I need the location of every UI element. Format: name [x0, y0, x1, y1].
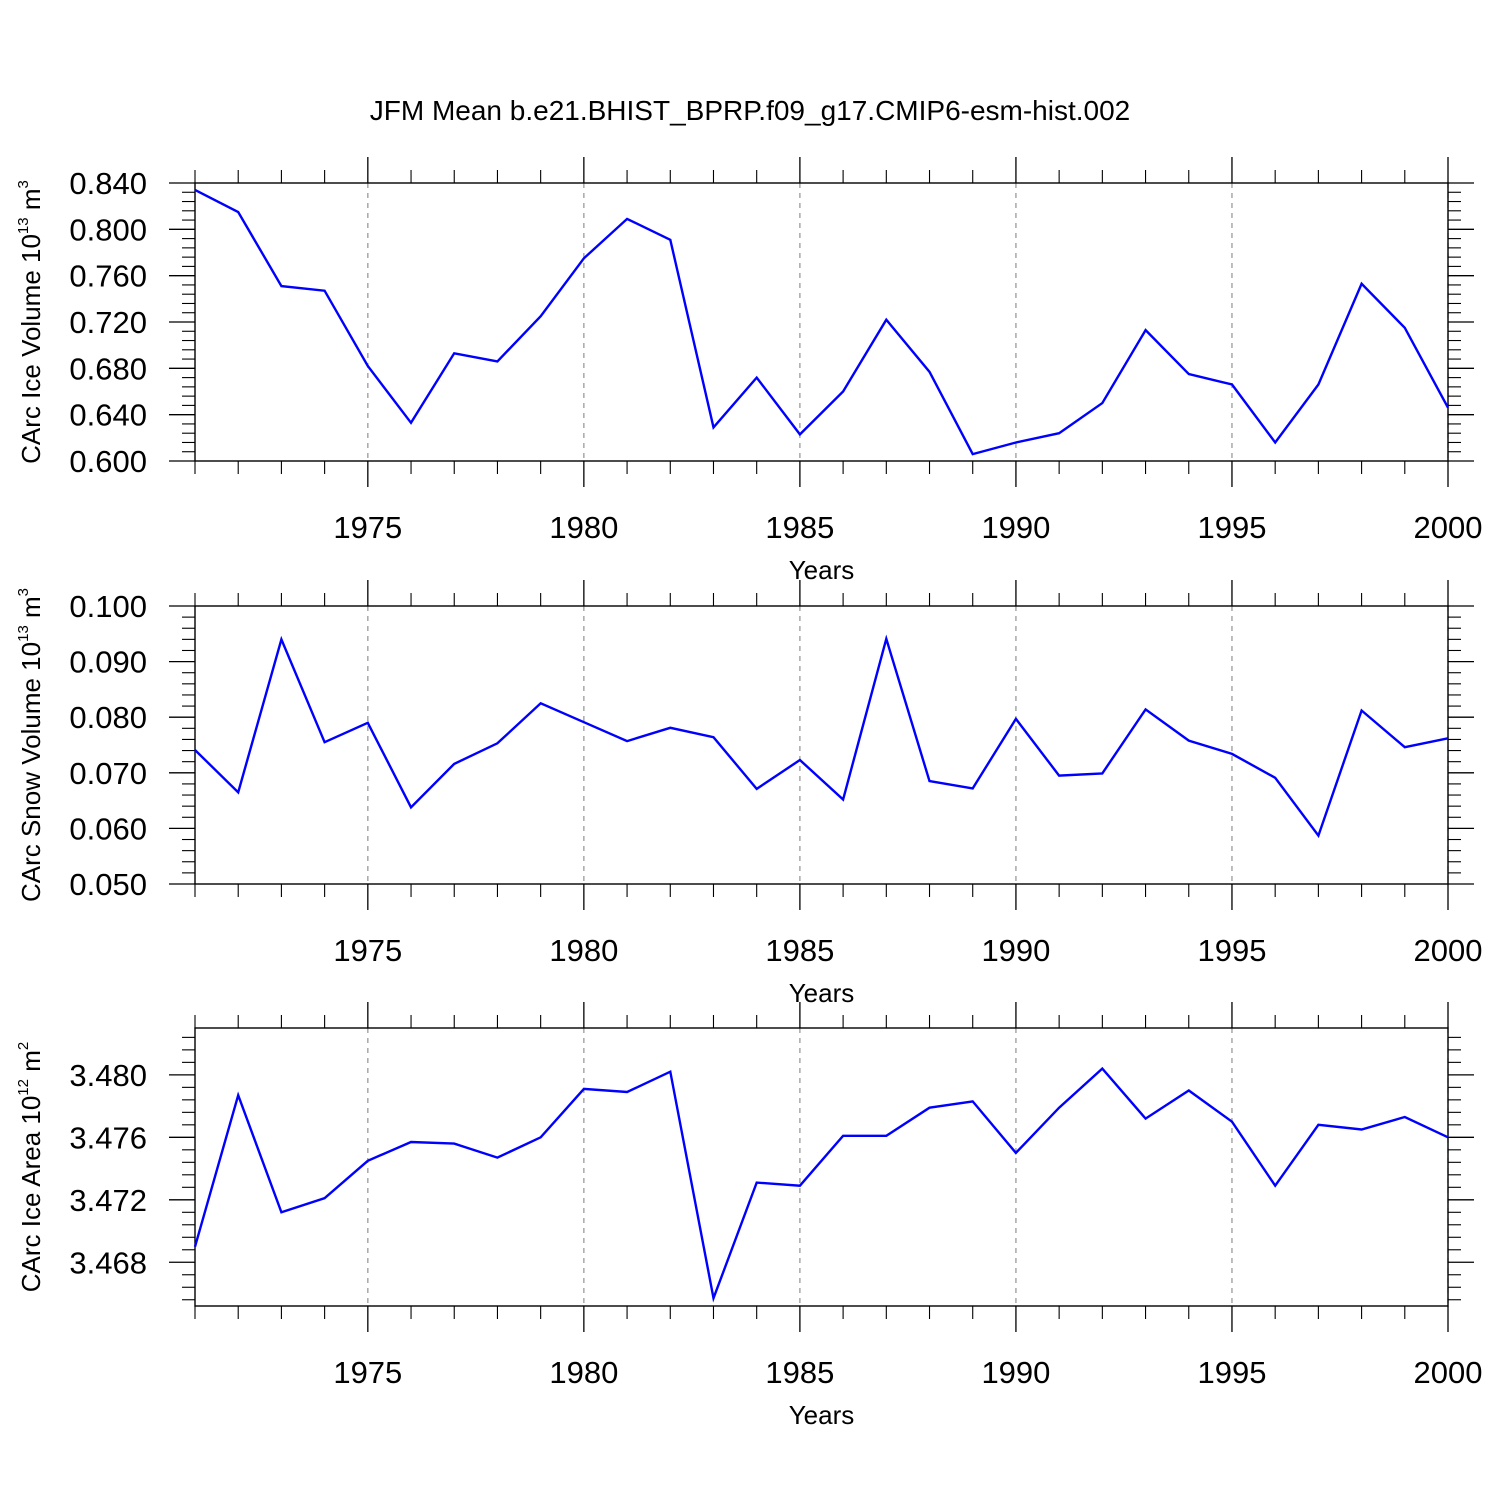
x-tick-label: 2000	[1414, 1355, 1483, 1390]
y-axis-label: CArc Snow Volume 1013 m3	[15, 588, 46, 902]
x-axis-label: Years	[789, 1400, 855, 1430]
x-tick-label: 1985	[765, 1355, 834, 1390]
x-tick-label: 1990	[981, 1355, 1050, 1390]
x-tick-label: 1995	[1197, 1355, 1266, 1390]
x-tick-label: 1990	[981, 933, 1050, 968]
panel-snow-volume: 0.050 0.060 0.070 0.080 0.090 0.100 1975 1980 19…	[15, 580, 1482, 1008]
x-tick-label: 1975	[333, 933, 402, 968]
plot-frame	[194, 1027, 1449, 1307]
x-tick-label: 1990	[981, 510, 1050, 545]
x-tick-label: 1985	[765, 510, 834, 545]
x-tick-label: 1980	[549, 1355, 618, 1390]
figure-title: JFM Mean b.e21.BHIST_BPRP.f09_g17.CMIP6-…	[370, 95, 1131, 126]
x-tick-label: 1985	[765, 933, 834, 968]
y-axis-label-unit: m	[16, 596, 46, 625]
y-tick-label: 3.480	[69, 1058, 147, 1093]
x-tick-label: 1980	[549, 933, 618, 968]
x-tick-label: 1980	[549, 510, 618, 545]
x-tick-label: 1975	[333, 1355, 402, 1390]
y-tick-label: 0.090	[69, 645, 147, 680]
x-tick-label: 1975	[333, 510, 402, 545]
y-tick-label: 0.050	[69, 867, 147, 902]
x-tick-label: 1995	[1197, 510, 1266, 545]
y-tick-label: 0.800	[69, 212, 147, 247]
y-axis-label: CArc Ice Volume 1013 m3	[15, 180, 46, 464]
series-line	[193, 1066, 1449, 1303]
y-axis-label-text: CArc Ice Area 10	[16, 1096, 46, 1293]
panel-ice-area: 3.468 3.472 3.476 3.480 1975 1980 1985 1990 1995…	[15, 1002, 1482, 1430]
y-tick-label: 0.720	[69, 305, 147, 340]
y-tick-label: 0.100	[69, 589, 147, 624]
y-axis-label-text: CArc Ice Volume 10	[16, 234, 46, 464]
y-axis-label-text: CArc Snow Volume 10	[16, 642, 46, 902]
panel-ice-volume: 0.600 0.640 0.680 0.720 0.760 0.800 0.840 1975 1…	[15, 157, 1482, 585]
y-axis-label-exponent: 13	[15, 217, 32, 234]
series-line	[194, 188, 1450, 456]
y-axis-label-unit: m	[16, 188, 46, 217]
y-tick-label: 3.476	[69, 1120, 147, 1155]
y-axis-label-unit-exponent: 3	[15, 180, 32, 188]
plot-frame	[194, 182, 1449, 462]
y-tick-label: 0.680	[69, 351, 147, 386]
x-tick-label: 2000	[1414, 933, 1483, 968]
y-tick-label: 3.468	[69, 1245, 147, 1280]
plot-frame	[194, 605, 1449, 885]
y-tick-label: 0.760	[69, 259, 147, 294]
x-tick-label: 2000	[1414, 510, 1483, 545]
y-axis-label: CArc Ice Area 1012 m2	[15, 1042, 46, 1292]
y-tick-label: 0.070	[69, 756, 147, 791]
x-tick-label: 1995	[1197, 933, 1266, 968]
x-axis-label: Years	[789, 978, 855, 1008]
y-tick-label: 3.472	[69, 1183, 147, 1218]
series-line	[194, 634, 1449, 839]
y-tick-label: 0.600	[69, 444, 147, 479]
y-tick-label: 0.060	[69, 811, 147, 846]
y-axis-label-unit: m	[16, 1050, 46, 1079]
y-axis-label-unit-exponent: 3	[15, 588, 32, 596]
y-tick-label: 0.640	[69, 398, 147, 433]
y-tick-label: 0.840	[69, 166, 147, 201]
y-axis-label-unit-exponent: 2	[15, 1042, 32, 1050]
y-axis-label-exponent: 13	[15, 625, 32, 642]
y-axis-label-exponent: 12	[15, 1079, 32, 1096]
y-tick-label: 0.080	[69, 700, 147, 735]
x-axis-label: Years	[789, 555, 855, 585]
